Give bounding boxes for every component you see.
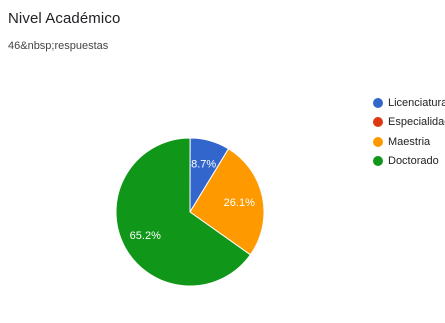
legend-label: Especialidad [388, 116, 445, 129]
response-count: 46&nbsp;respuestas [8, 40, 109, 52]
chart-title: Nivel Académico [8, 10, 121, 27]
legend-label: Maestria [388, 135, 431, 148]
legend-swatch [373, 97, 383, 108]
legend-item-especialidad[interactable]: Especialidad [373, 113, 445, 133]
pie-slice-maestria[interactable] [189, 148, 265, 256]
legend-item-licenciatura[interactable]: Licenciatura [373, 93, 445, 113]
legend-swatch [373, 136, 383, 147]
legend-swatch [373, 117, 383, 128]
legend-label: Doctorado [388, 155, 439, 168]
legend-item-maestria[interactable]: Maestria [373, 132, 445, 152]
pie-slice-doctorado[interactable] [115, 137, 252, 287]
legend-label: Licenciatura [388, 96, 445, 109]
chart-legend: Licenciatura Especialidad Maestria Doctorad… [373, 93, 445, 171]
slice-label-maestria: 26.1% [224, 197, 255, 209]
slice-label-licenciatura: 8.7% [191, 159, 216, 171]
legend-swatch [373, 156, 383, 167]
legend-item-doctorado[interactable]: Doctorado [373, 152, 445, 172]
slice-label-doctorado: 65.2% [130, 230, 161, 242]
